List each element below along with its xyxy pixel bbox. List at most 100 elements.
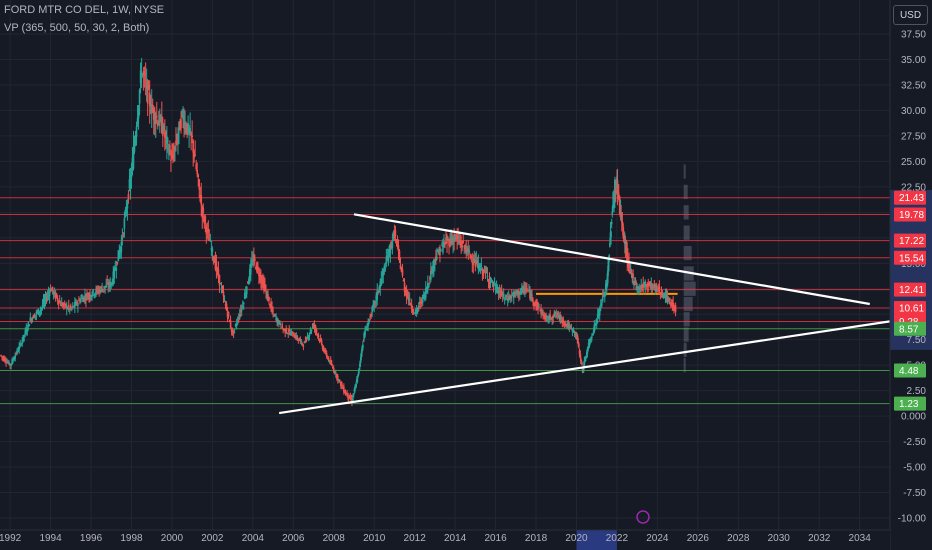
candle-body bbox=[392, 231, 395, 237]
candle-body bbox=[547, 319, 549, 321]
candle-body bbox=[178, 121, 180, 130]
candle-body bbox=[75, 301, 77, 306]
candle-body bbox=[6, 362, 8, 364]
candle-body bbox=[329, 360, 332, 365]
candle-body bbox=[46, 295, 49, 297]
candle-body bbox=[55, 293, 58, 298]
candle-body bbox=[215, 261, 218, 271]
candle-body bbox=[359, 363, 361, 367]
candle-body bbox=[67, 304, 70, 308]
candle-body bbox=[87, 296, 89, 300]
candle-body bbox=[501, 294, 504, 296]
candle-body bbox=[466, 246, 469, 248]
candle-body bbox=[567, 323, 570, 328]
candle-body bbox=[176, 140, 178, 143]
candle-body bbox=[388, 246, 391, 257]
candle-body bbox=[360, 353, 362, 361]
event-marker-icon[interactable] bbox=[636, 510, 650, 524]
candle-body bbox=[234, 324, 237, 327]
candle-body bbox=[134, 135, 137, 144]
candle-body bbox=[452, 237, 454, 244]
candle-body bbox=[545, 315, 547, 320]
price-level-label: 21.43 bbox=[899, 193, 924, 204]
candle-body bbox=[120, 242, 123, 252]
candle-body bbox=[16, 349, 18, 354]
candle-body bbox=[482, 270, 485, 276]
candle-body bbox=[203, 216, 206, 224]
candle-body bbox=[639, 287, 641, 289]
candle-body bbox=[434, 259, 436, 264]
candle-body bbox=[399, 264, 402, 270]
candle-body bbox=[170, 159, 172, 161]
indicator-legend[interactable]: VP (365, 500, 50, 30, 2, Both) bbox=[4, 22, 150, 34]
candle-body bbox=[274, 314, 276, 316]
candle-body bbox=[351, 399, 354, 402]
candle-body bbox=[352, 395, 354, 398]
candle-body bbox=[231, 331, 234, 334]
candle-body bbox=[534, 302, 536, 305]
candle-body bbox=[528, 290, 530, 292]
candle-body bbox=[162, 127, 164, 136]
candle-body bbox=[37, 308, 40, 315]
candle-body bbox=[213, 261, 216, 263]
candle-body bbox=[232, 332, 235, 334]
candle-body bbox=[654, 285, 657, 288]
currency-button[interactable]: USD bbox=[893, 5, 928, 25]
candle-body bbox=[22, 334, 25, 341]
candle-body bbox=[481, 268, 484, 274]
candle-body bbox=[294, 335, 297, 339]
candle-body bbox=[311, 326, 314, 328]
candle-body bbox=[430, 270, 432, 280]
candle-body bbox=[533, 302, 535, 304]
candle-body bbox=[285, 328, 288, 333]
candle-body bbox=[291, 331, 294, 333]
candle-body bbox=[114, 268, 117, 271]
candle-body bbox=[216, 269, 219, 271]
candle-body bbox=[256, 262, 258, 272]
y-tick-label: 30.00 bbox=[901, 106, 926, 117]
candle-body bbox=[209, 240, 212, 242]
candle-body bbox=[181, 110, 183, 112]
candle-body bbox=[118, 250, 121, 258]
candle-body bbox=[21, 340, 24, 344]
candle-body bbox=[631, 274, 634, 279]
candle-body bbox=[599, 304, 602, 307]
candle-body bbox=[393, 231, 396, 238]
y-tick-label: 2.50 bbox=[907, 386, 927, 397]
candle-body bbox=[538, 306, 540, 308]
candle-body bbox=[494, 286, 497, 290]
candle-body bbox=[530, 293, 532, 298]
price-level-badge bbox=[894, 250, 926, 265]
candle-body bbox=[250, 263, 252, 275]
candle-body bbox=[418, 301, 421, 304]
candle-body bbox=[205, 226, 208, 235]
candle-body bbox=[468, 250, 471, 253]
candle-body bbox=[5, 361, 7, 363]
candle-body bbox=[375, 295, 378, 302]
candle-body bbox=[88, 294, 90, 296]
candle-body bbox=[343, 386, 345, 393]
volume-profile-bar bbox=[683, 205, 689, 220]
candle-body bbox=[663, 293, 666, 298]
candle-body bbox=[559, 315, 562, 321]
candle-body bbox=[253, 253, 255, 263]
candle-body bbox=[438, 251, 440, 255]
y-tick-label: 0.000 bbox=[901, 412, 926, 423]
candle-body bbox=[571, 328, 574, 332]
y-tick-label: -2.50 bbox=[903, 437, 926, 448]
time-axis-highlight bbox=[576, 530, 617, 550]
candle-body bbox=[365, 328, 367, 330]
x-tick-label: 2028 bbox=[727, 533, 750, 544]
candle-body bbox=[264, 284, 266, 290]
candle-body bbox=[235, 323, 238, 326]
candle-body bbox=[91, 295, 93, 298]
candle-body bbox=[440, 250, 442, 252]
candle-body bbox=[313, 324, 316, 328]
candle-body bbox=[409, 303, 412, 306]
candle-body bbox=[489, 280, 492, 282]
x-tick-label: 2022 bbox=[606, 533, 629, 544]
candle-body bbox=[241, 306, 244, 308]
candle-body bbox=[415, 308, 418, 314]
candle-body bbox=[292, 335, 295, 337]
